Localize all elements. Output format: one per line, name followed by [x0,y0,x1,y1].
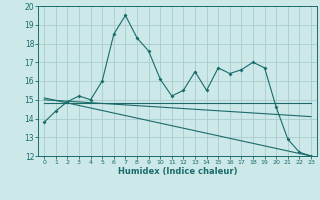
X-axis label: Humidex (Indice chaleur): Humidex (Indice chaleur) [118,167,237,176]
